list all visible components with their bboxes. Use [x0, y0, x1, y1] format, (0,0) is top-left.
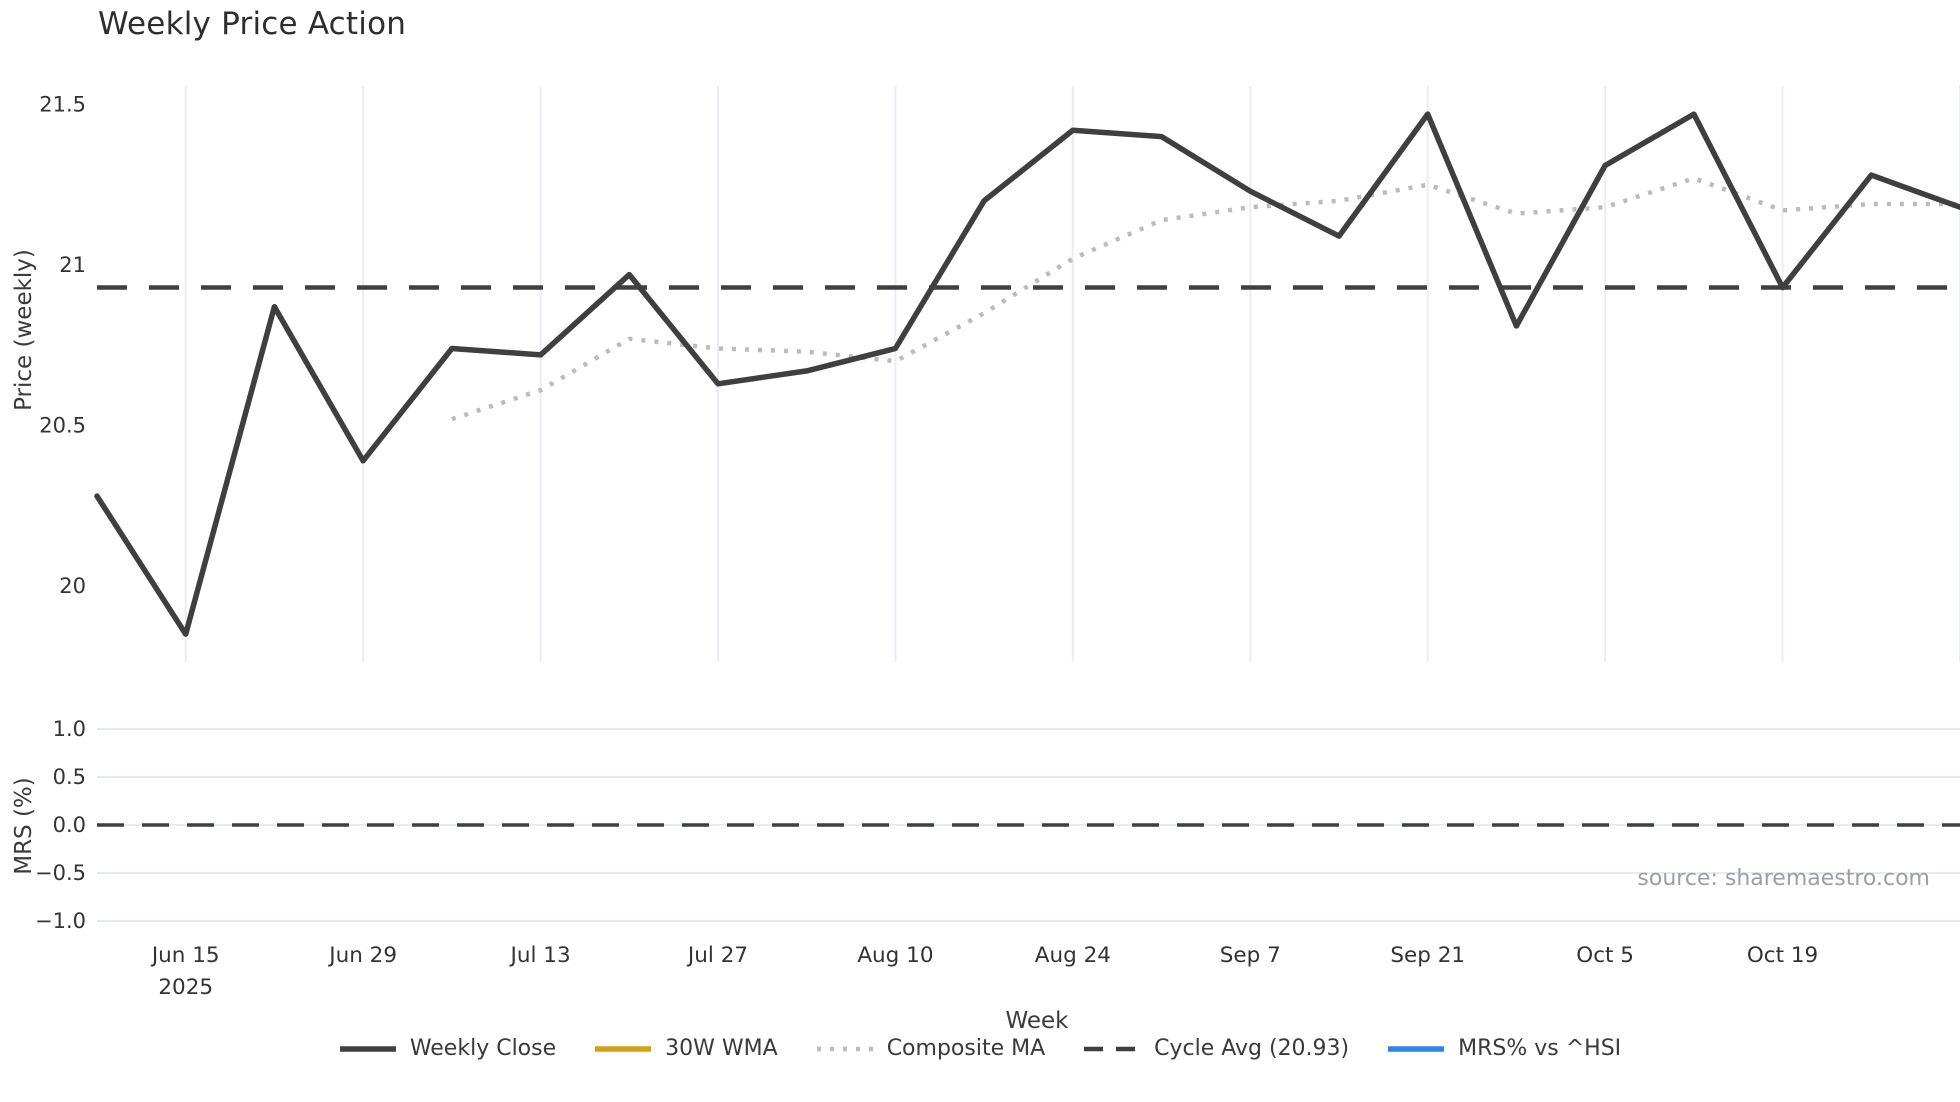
legend-item-30w-wma[interactable]: 30W WMA — [594, 1036, 778, 1061]
price-tick-label: 20 — [59, 574, 86, 598]
x-tick-label: Jul 13 — [509, 943, 571, 968]
x-tick-label: Oct 5 — [1576, 943, 1634, 968]
mrs-axis-title: MRS (%) — [11, 777, 37, 875]
composite-ma-line — [451, 176, 1960, 422]
x-tick-label: Aug 10 — [857, 943, 933, 968]
legend-label: Weekly Close — [409, 1036, 557, 1061]
price-axis-title: Price (weekly) — [11, 249, 37, 411]
composite-ma-swatch — [816, 1046, 873, 1051]
mrs-hsi-swatch — [1388, 1045, 1445, 1052]
price-tick-label: 21 — [59, 253, 86, 277]
legend-label: 30W WMA — [665, 1036, 778, 1061]
mrs-tick-label: 1.0 — [53, 717, 86, 741]
x-tick-sublabel: 2025 — [158, 975, 213, 1000]
weekly-close-line — [94, 111, 1960, 637]
price-tick-label: 21.5 — [39, 93, 86, 117]
legend-item-cycle-avg[interactable]: Cycle Avg (20.93) — [1083, 1036, 1349, 1061]
mrs-tick-label: −1.0 — [35, 909, 86, 933]
x-tick-label: Jun 15 — [150, 943, 220, 968]
mrs-tick-label: 0.5 — [53, 765, 86, 789]
x-tick-label: Jul 27 — [686, 943, 748, 968]
wma-swatch — [595, 1045, 652, 1052]
legend: Weekly Close 30W WMA Composite MA Cycle … — [0, 1036, 1960, 1061]
x-tick-label: Jun 29 — [327, 943, 397, 968]
legend-item-weekly-close[interactable]: Weekly Close — [339, 1036, 556, 1061]
weekly-close-swatch — [339, 1045, 396, 1052]
legend-label: Composite MA — [886, 1036, 1046, 1061]
price-tick-label: 20.5 — [39, 414, 86, 438]
x-axis-title: Week — [1005, 1008, 1069, 1034]
x-tick-label: Sep 7 — [1220, 943, 1281, 968]
chart-title: Weekly Price Action — [98, 6, 407, 42]
legend-item-composite-ma[interactable]: Composite MA — [816, 1036, 1045, 1061]
legend-label: MRS% vs ^HSI — [1458, 1036, 1622, 1061]
cycle-avg-swatch — [1084, 1046, 1141, 1051]
legend-label: Cycle Avg (20.93) — [1154, 1036, 1350, 1061]
mrs-tick-label: 0.0 — [53, 813, 86, 837]
x-tick-label: Aug 24 — [1035, 943, 1111, 968]
mrs-tick-label: −0.5 — [35, 861, 86, 885]
x-tick-label: Sep 21 — [1390, 943, 1465, 968]
legend-item-mrs-hsi[interactable]: MRS% vs ^HSI — [1387, 1036, 1621, 1061]
price-gridlines — [184, 86, 1960, 662]
source-note: source: sharemaestro.com — [1637, 866, 1930, 891]
x-tick-label: Oct 19 — [1747, 943, 1818, 968]
